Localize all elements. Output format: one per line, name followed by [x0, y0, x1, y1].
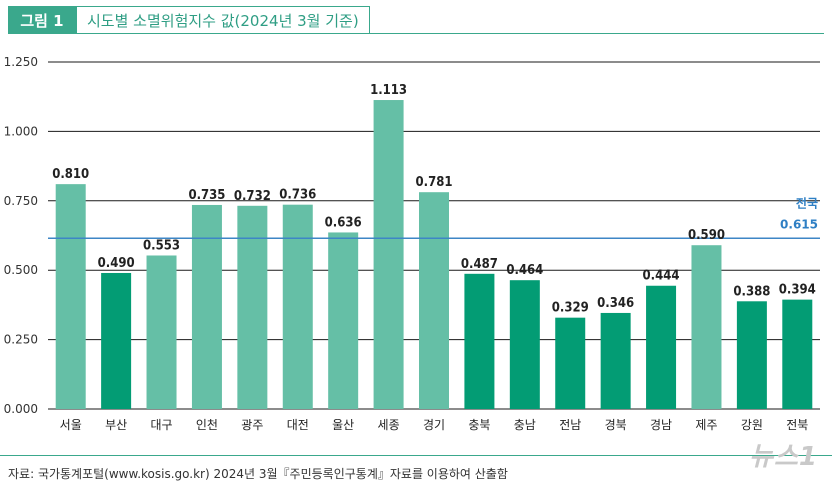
value-label-대전: 0.736 — [279, 188, 316, 203]
y-tick-label-0: 0.000 — [4, 402, 38, 416]
bars — [55, 100, 813, 410]
y-tick-label-2: 0.500 — [4, 263, 38, 277]
value-label-인천: 0.735 — [188, 188, 225, 203]
category-label-부산: 부산 — [105, 418, 127, 432]
category-label-강원: 강원 — [741, 418, 763, 432]
category-label-경북: 경북 — [605, 418, 627, 432]
value-label-대구: 0.553 — [143, 238, 180, 253]
bar-충북 — [464, 273, 495, 409]
watermark-logo: 뉴스1 — [749, 442, 818, 472]
bar-대전 — [282, 204, 313, 409]
reference-line-label: 전국 — [796, 195, 818, 210]
category-label-인천: 인천 — [196, 417, 218, 432]
bar-대구 — [146, 255, 177, 409]
header-rule — [8, 33, 824, 34]
bar-경북 — [600, 312, 631, 409]
bar-울산 — [328, 232, 359, 409]
figure-title: 시도별 소멸위험지수 값(2024년 3월 기준) — [76, 6, 370, 34]
bar-경남 — [646, 285, 677, 409]
value-label-울산: 0.636 — [325, 215, 362, 230]
value-label-광주: 0.732 — [234, 189, 271, 204]
category-label-대구: 대구 — [150, 418, 172, 432]
category-labels: 서울 부산 대구 인천 광주 대전 울산 세종 경기 충북 충남 전남 경북 경남 제주 강원 전북 — [60, 417, 809, 432]
value-label-경남: 0.444 — [643, 269, 680, 284]
category-label-광주: 광주 — [241, 418, 263, 432]
value-label-경기: 0.781 — [416, 175, 453, 190]
bar-부산 — [101, 272, 132, 409]
reference-line-group: 전국 0.615 — [48, 195, 820, 240]
bar-chart: 0.000 0.250 0.500 0.750 1.000 1.250 전국 0.615 0… — [4, 55, 820, 432]
category-label-경기: 경기 — [423, 418, 445, 432]
category-label-제주: 제주 — [695, 418, 717, 432]
source-note: 자료: 국가통계포털(www.kosis.go.kr) 2024년 3월『주민등… — [8, 467, 508, 481]
category-label-경남: 경남 — [650, 418, 672, 432]
category-label-서울: 서울 — [60, 418, 82, 432]
value-label-충북: 0.487 — [461, 257, 498, 272]
y-tick-label-5: 1.250 — [4, 55, 38, 69]
bar-강원 — [736, 301, 767, 409]
value-label-서울: 0.810 — [52, 167, 89, 182]
source-rule — [0, 455, 832, 456]
category-label-대전: 대전 — [287, 418, 309, 432]
reference-line-value: 0.615 — [780, 217, 818, 231]
category-label-전남: 전남 — [559, 418, 581, 432]
value-label-부산: 0.490 — [98, 256, 135, 271]
y-tick-label-1: 0.250 — [4, 333, 38, 347]
y-tick-label-3: 0.750 — [4, 194, 38, 208]
category-label-울산: 울산 — [332, 418, 354, 432]
bar-제주 — [691, 245, 722, 409]
category-label-충북: 충북 — [468, 418, 490, 432]
value-label-강원: 0.388 — [733, 284, 770, 299]
value-label-제주: 0.590 — [688, 228, 725, 243]
value-label-전남: 0.329 — [552, 301, 589, 316]
value-label-세종: 1.113 — [370, 83, 407, 98]
bar-전남 — [555, 317, 586, 409]
value-label-충남: 0.464 — [506, 263, 543, 278]
category-label-전북: 전북 — [786, 418, 808, 432]
bar-서울 — [55, 184, 86, 409]
bar-광주 — [237, 205, 268, 409]
bar-충남 — [509, 280, 540, 409]
y-tick-label-4: 1.000 — [4, 124, 38, 138]
value-labels: 0.810 0.490 0.553 0.735 0.732 0.736 0.636 1.113… — [52, 83, 816, 316]
figure-label: 그림 1 — [8, 6, 76, 34]
bar-인천 — [191, 204, 222, 409]
category-label-세종: 세종 — [378, 418, 400, 432]
value-label-전북: 0.394 — [779, 283, 816, 298]
y-axis-ticks: 0.000 0.250 0.500 0.750 1.000 1.250 — [4, 55, 38, 416]
category-label-충남: 충남 — [514, 418, 536, 432]
value-label-경북: 0.346 — [597, 296, 634, 311]
figure-header: 그림 1 시도별 소멸위험지수 값(2024년 3월 기준) — [8, 6, 824, 34]
bar-세종 — [373, 100, 404, 410]
bar-경기 — [419, 192, 449, 409]
bar-전북 — [782, 299, 813, 409]
